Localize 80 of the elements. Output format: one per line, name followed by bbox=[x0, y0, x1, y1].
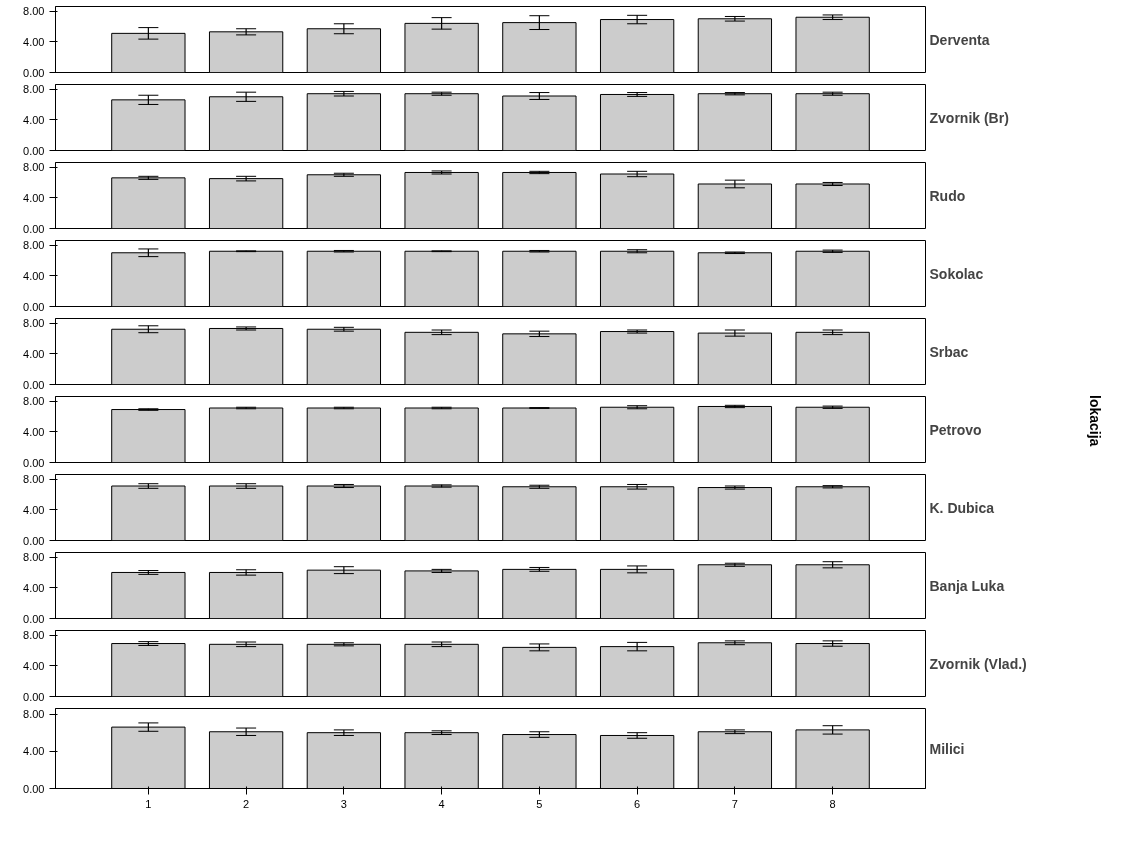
y-tick-label: 8.00 bbox=[23, 5, 45, 18]
bar bbox=[306, 174, 382, 229]
text: Milici bbox=[929, 740, 965, 757]
text: Derventa bbox=[929, 31, 990, 48]
y-tick-label: 8.00 bbox=[23, 473, 45, 486]
bar bbox=[208, 96, 284, 151]
bar bbox=[306, 569, 382, 619]
bar bbox=[599, 568, 675, 619]
y-tick-label: 8.00 bbox=[23, 239, 45, 252]
y-tick-label: 8.00 bbox=[23, 395, 45, 408]
bar bbox=[502, 171, 577, 229]
x-tick-label: 1 bbox=[145, 797, 152, 810]
x-tick-label: 6 bbox=[634, 797, 641, 810]
y-tick-label: 8.00 bbox=[23, 83, 45, 96]
x-tick-label: 4 bbox=[438, 797, 445, 810]
bar bbox=[697, 18, 773, 73]
y-tick-label: 0.00 bbox=[23, 144, 45, 157]
bar bbox=[795, 93, 870, 151]
bar bbox=[599, 173, 675, 229]
y-tick-label: 8.00 bbox=[23, 317, 45, 330]
text: Zvornik (Br) bbox=[929, 109, 1009, 126]
y-tick-label: 0.00 bbox=[23, 222, 45, 235]
y-tick-label: 4.00 bbox=[23, 347, 45, 360]
y-tick-label: 8.00 bbox=[23, 551, 45, 564]
text: Rudo bbox=[929, 187, 966, 204]
y-tick-label: 0.00 bbox=[23, 782, 45, 795]
y-tick-label: 0.00 bbox=[23, 690, 45, 703]
bar bbox=[111, 177, 186, 229]
y-tick-label: 0.00 bbox=[23, 378, 45, 391]
x-tick-label: 5 bbox=[536, 797, 543, 810]
bar bbox=[404, 93, 479, 151]
bar bbox=[306, 93, 382, 151]
bar bbox=[697, 183, 773, 229]
y-tick-label: 4.00 bbox=[23, 425, 45, 438]
y-tick-label: 0.00 bbox=[23, 300, 45, 313]
y-tick-label: 4.00 bbox=[23, 581, 45, 594]
text: Sokolac bbox=[929, 265, 984, 282]
y-tick-label: 8.00 bbox=[23, 708, 45, 721]
bar bbox=[208, 178, 284, 229]
bar bbox=[208, 571, 284, 619]
bar bbox=[795, 183, 870, 229]
bar bbox=[111, 571, 186, 619]
bar bbox=[795, 564, 870, 619]
y-tick-label: 8.00 bbox=[23, 629, 45, 642]
bar bbox=[111, 32, 186, 73]
bar bbox=[404, 22, 479, 73]
text: Banja Luka bbox=[929, 577, 1005, 594]
y-tick-label: 0.00 bbox=[23, 66, 45, 79]
y-tick-label: 4.00 bbox=[23, 269, 45, 282]
y-tick-label: 4.00 bbox=[23, 745, 45, 758]
bar bbox=[208, 31, 284, 73]
text: K. Dubica bbox=[929, 499, 995, 516]
y-tick-label: 4.00 bbox=[23, 35, 45, 48]
bar bbox=[697, 93, 773, 151]
bar bbox=[502, 568, 577, 619]
bar bbox=[502, 95, 577, 151]
text: Petrovo bbox=[929, 421, 982, 438]
bar bbox=[795, 16, 870, 73]
y-tick-label: 8.00 bbox=[23, 161, 45, 174]
y-tick-label: 0.00 bbox=[23, 534, 45, 547]
y-tick-label: 4.00 bbox=[23, 659, 45, 672]
x-tick-label: 2 bbox=[243, 797, 250, 810]
x-tick-label: 8 bbox=[829, 797, 836, 810]
bar bbox=[111, 99, 186, 151]
text: Zvornik (Vlad.) bbox=[929, 655, 1027, 672]
text: lokacija bbox=[1086, 395, 1104, 447]
text: Srbac bbox=[929, 343, 969, 360]
y-tick-label: 4.00 bbox=[23, 503, 45, 516]
y-tick-label: 0.00 bbox=[23, 456, 45, 469]
bar bbox=[404, 171, 479, 229]
bar bbox=[697, 564, 773, 619]
bar bbox=[599, 19, 675, 73]
bar bbox=[404, 570, 479, 619]
y-tick-label: 4.00 bbox=[23, 113, 45, 126]
x-tick-label: 7 bbox=[731, 797, 738, 810]
bar bbox=[306, 28, 382, 73]
x-tick-label: 3 bbox=[340, 797, 347, 810]
y-tick-label: 4.00 bbox=[23, 191, 45, 204]
y-tick-label: 0.00 bbox=[23, 612, 45, 625]
bar bbox=[599, 93, 675, 151]
